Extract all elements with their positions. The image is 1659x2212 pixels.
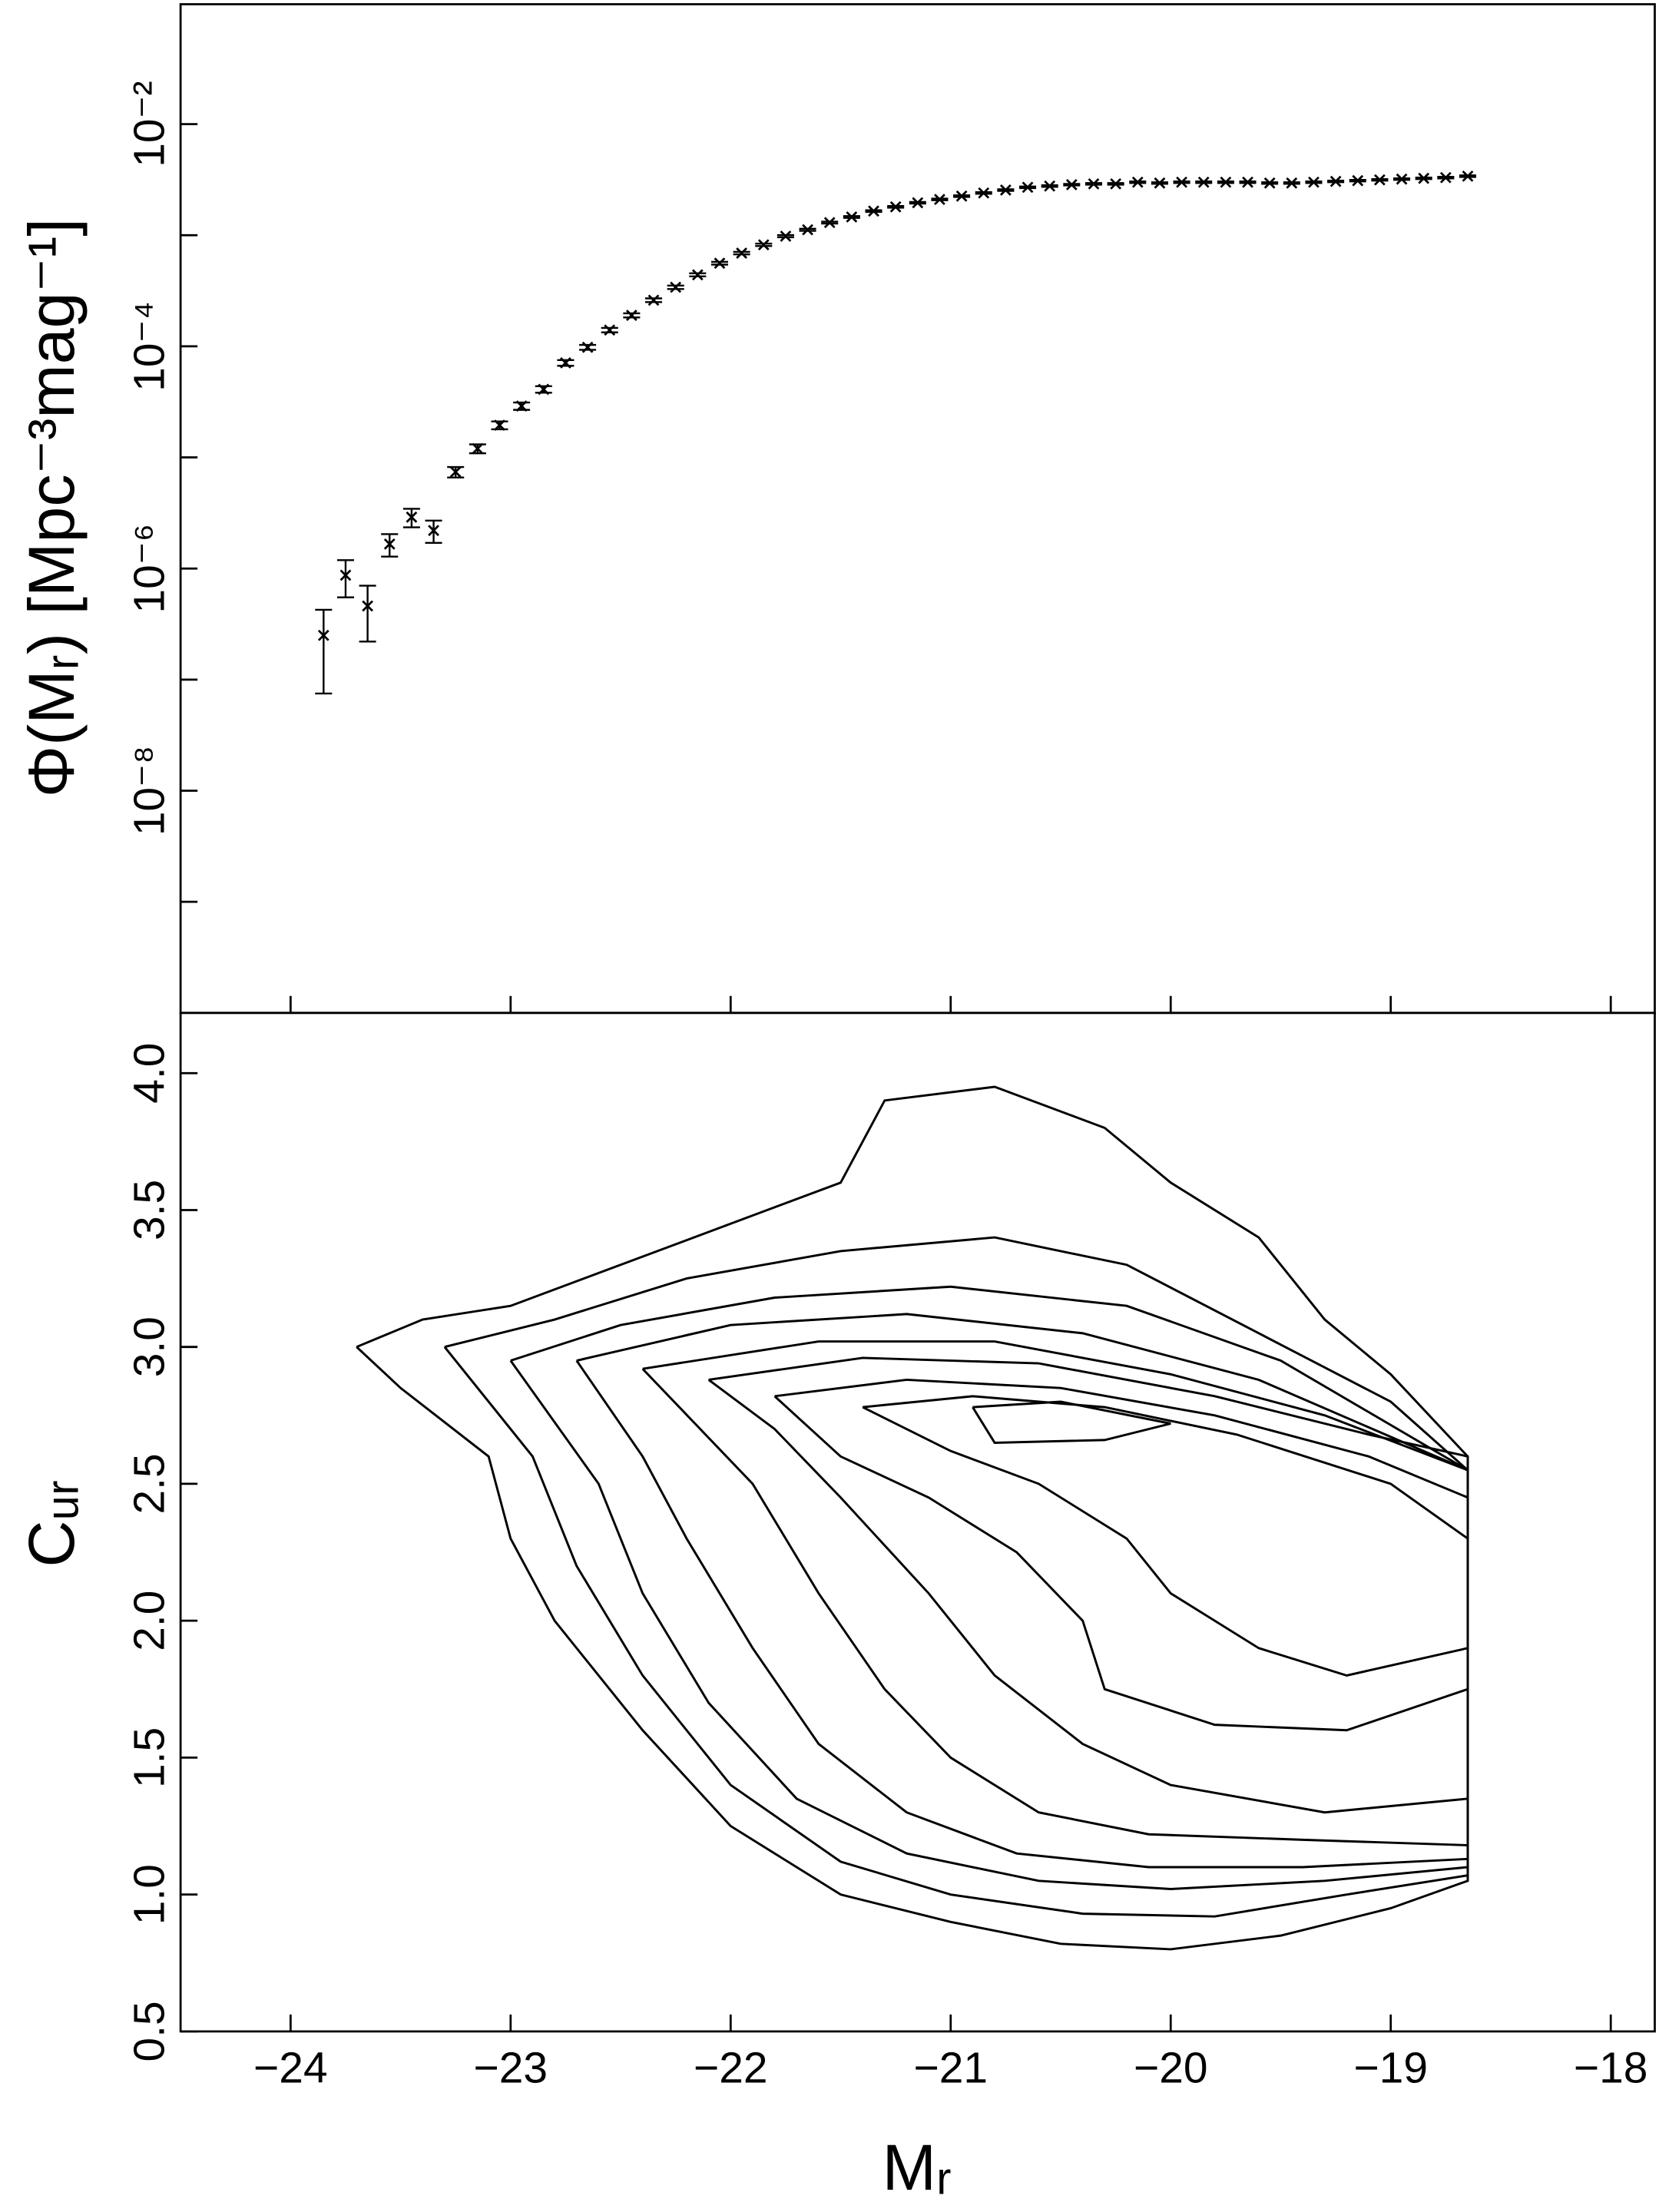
- y-tick-label: 2.0: [124, 1591, 174, 1651]
- y-tick-label: 10⁻⁸: [124, 746, 174, 836]
- point-marker: [362, 600, 374, 612]
- y-tick-label: 1.5: [124, 1727, 174, 1788]
- error-bar: [359, 584, 376, 643]
- point-marker: [1396, 173, 1408, 185]
- x-tick-label: −23: [474, 2043, 548, 2092]
- contour-line: [641, 1340, 1469, 1847]
- point-marker: [406, 511, 418, 523]
- error-bar: [336, 559, 354, 598]
- error-bar: [315, 608, 333, 695]
- point-marker: [1439, 171, 1452, 184]
- point-marker: [1110, 177, 1122, 190]
- point-marker: [472, 442, 484, 455]
- point-marker: [802, 224, 813, 236]
- point-marker: [823, 217, 836, 229]
- x-tick-label: −21: [913, 2043, 988, 2092]
- point-marker: [1197, 176, 1210, 188]
- point-marker: [999, 184, 1012, 196]
- x-tick-label: −19: [1353, 2043, 1428, 2092]
- point-marker: [1418, 172, 1430, 184]
- y-axis-label: Cᵤᵣ: [15, 1480, 88, 1568]
- contour-line: [862, 1395, 1469, 1677]
- point-marker: [449, 466, 462, 478]
- point-marker: [1352, 174, 1364, 187]
- point-marker: [604, 324, 616, 336]
- point-marker: [339, 569, 352, 581]
- contour-line: [443, 1236, 1469, 1918]
- point-marker: [1373, 174, 1386, 186]
- point-marker: [889, 200, 902, 213]
- point-marker: [1065, 179, 1078, 190]
- y-tick-label: 10⁻²: [124, 81, 174, 167]
- point-marker: [691, 269, 704, 281]
- point-marker: [1462, 170, 1474, 182]
- y-tick-label: 10⁻⁶: [124, 524, 174, 614]
- bottom-panel-frame: [179, 1012, 1656, 2033]
- point-marker: [1242, 176, 1253, 188]
- x-tick-label: −20: [1134, 2043, 1208, 2092]
- point-marker: [757, 239, 770, 251]
- x-tick-label: −22: [694, 2043, 768, 2092]
- point-marker: [494, 419, 505, 431]
- point-marker: [780, 230, 792, 242]
- point-marker: [317, 629, 329, 641]
- point-marker: [625, 310, 637, 321]
- y-tick-label: 4.0: [124, 1043, 174, 1104]
- x-tick-label: −24: [253, 2043, 328, 2092]
- point-marker: [560, 357, 571, 369]
- point-marker: [1263, 177, 1276, 189]
- point-marker: [846, 211, 858, 223]
- point-marker: [1330, 175, 1342, 187]
- contour-line: [575, 1313, 1469, 1869]
- y-tick-label: 2.5: [124, 1453, 174, 1514]
- point-marker: [868, 205, 879, 217]
- contour-line: [773, 1378, 1469, 1732]
- y-tick-label: 0.5: [124, 2001, 174, 2061]
- point-marker: [428, 525, 439, 537]
- y-tick-label: 1.0: [124, 1864, 174, 1925]
- y-tick-label: 3.5: [124, 1180, 174, 1240]
- point-marker: [670, 281, 682, 293]
- contour-line: [707, 1356, 1469, 1814]
- point-marker: [1044, 180, 1056, 192]
- point-marker: [934, 194, 945, 206]
- point-marker: [538, 383, 550, 396]
- point-marker: [1131, 176, 1144, 188]
- contour-line: [972, 1400, 1171, 1444]
- y-tick-label: 10⁻⁴: [124, 301, 174, 392]
- point-marker: [1308, 176, 1320, 188]
- point-marker: [1176, 176, 1187, 188]
- point-marker: [581, 341, 594, 353]
- y-axis-label: Φ(Mᵣ) [Mpc⁻³mag⁻¹]: [15, 218, 88, 797]
- x-tick-label: −18: [1574, 2043, 1648, 2092]
- point-marker: [383, 538, 396, 550]
- point-marker: [912, 197, 924, 209]
- point-marker: [736, 247, 748, 259]
- point-marker: [978, 187, 990, 199]
- point-marker: [714, 257, 726, 270]
- y-tick-label: 3.0: [124, 1316, 174, 1377]
- point-marker: [1286, 177, 1298, 189]
- point-marker: [647, 294, 660, 306]
- point-marker: [1022, 181, 1034, 194]
- point-marker: [1220, 176, 1232, 188]
- point-marker: [955, 190, 968, 202]
- point-marker: [1088, 177, 1100, 190]
- point-marker: [515, 400, 528, 412]
- point-marker: [1154, 177, 1166, 189]
- contour-line: [509, 1285, 1469, 1891]
- x-axis-label: Mᵣ: [882, 2131, 952, 2204]
